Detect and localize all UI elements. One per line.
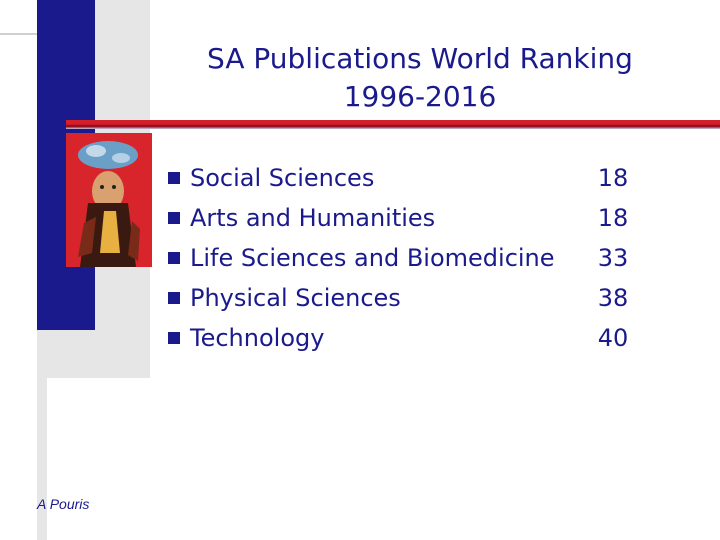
rank-value: 38 [597,284,629,312]
rank-value: 18 [597,164,629,192]
rank-value: 33 [597,244,629,272]
square-bullet-icon [168,252,180,264]
ranking-list: Social Sciences 18 Arts and Humanities 1… [168,158,638,358]
field-label: Technology [190,324,325,352]
list-item: Arts and Humanities 18 [168,198,638,238]
field-label: Arts and Humanities [190,204,436,232]
list-item: Social Sciences 18 [168,158,638,198]
title-line-2: 1996-2016 [343,80,497,113]
illustration-picture [66,133,152,267]
field-label: Social Sciences [190,164,375,192]
rank-value: 40 [597,324,629,352]
square-bullet-icon [168,292,180,304]
field-label: Life Sciences and Biomedicine [190,244,555,272]
author-footer: A Pouris [37,496,90,512]
field-label: Physical Sciences [190,284,401,312]
list-item: Technology 40 [168,318,638,358]
illustration-figure-svg [66,133,152,267]
square-bullet-icon [168,172,180,184]
title-divider-rule [66,120,720,129]
list-item: Life Sciences and Biomedicine 33 [168,238,638,278]
square-bullet-icon [168,212,180,224]
side-panel-lower [37,378,47,540]
top-left-rule [0,33,37,35]
title-line-1: SA Publications World Ranking [207,42,633,75]
slide-title: SA Publications World Ranking 1996-2016 [150,40,690,116]
list-item: Physical Sciences 38 [168,278,638,318]
square-bullet-icon [168,332,180,344]
rank-value: 18 [597,204,629,232]
